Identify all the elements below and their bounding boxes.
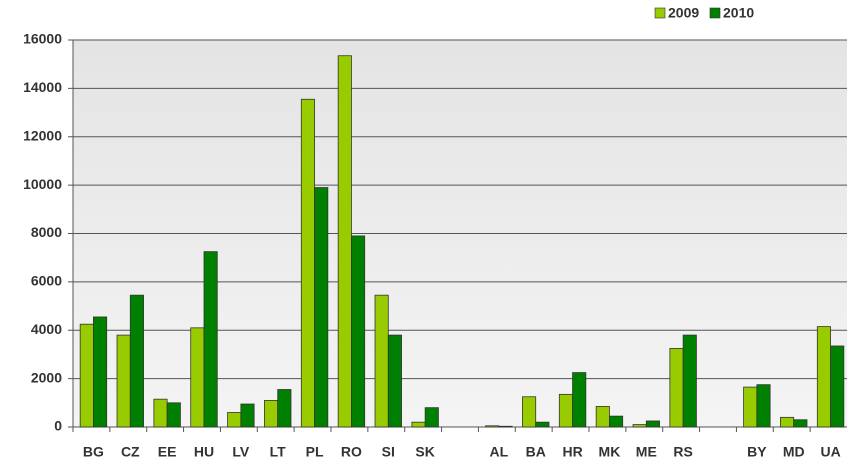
bar [314, 187, 329, 428]
x-tick-label: RO [341, 444, 362, 460]
bar [780, 416, 795, 428]
bar [424, 407, 439, 428]
bar [351, 235, 366, 428]
bar [190, 327, 205, 428]
x-tick-label: LT [270, 444, 287, 460]
bar [93, 316, 108, 428]
x-tick-label: BG [83, 444, 104, 460]
bar [240, 403, 255, 428]
x-tick-label: AL [490, 444, 509, 460]
bar [632, 424, 647, 428]
bar [756, 384, 771, 428]
x-tick-label: LV [232, 444, 250, 460]
y-tick-label: 6000 [31, 273, 62, 289]
bar [166, 402, 181, 428]
bar [300, 98, 315, 428]
bar [830, 345, 845, 428]
x-tick-label: BY [747, 444, 767, 460]
bar [79, 323, 94, 428]
x-tick-label: MK [599, 444, 621, 460]
y-tick-label: 4000 [31, 321, 62, 337]
y-tick-label: 10000 [23, 176, 62, 192]
bar [264, 399, 279, 428]
bar [669, 347, 684, 428]
bar [595, 406, 610, 428]
x-tick-label: EE [158, 444, 177, 460]
bar [203, 251, 218, 428]
bar [572, 372, 587, 428]
legend-label: 2010 [723, 5, 754, 21]
bar [535, 421, 550, 428]
bar [816, 326, 831, 428]
bar [129, 294, 144, 428]
x-tick-label: PL [306, 444, 324, 460]
legend-label: 2009 [668, 5, 699, 21]
y-tick-label: 14000 [23, 79, 62, 95]
x-tick-label: MD [783, 444, 805, 460]
bar [374, 294, 389, 428]
bar [558, 393, 573, 428]
bar [227, 412, 242, 428]
x-tick-label: ME [636, 444, 657, 460]
x-tick-label: SK [415, 444, 434, 460]
bar [116, 334, 131, 428]
bar [387, 334, 402, 428]
bar [337, 55, 352, 428]
y-tick-label: 12000 [23, 127, 62, 143]
bar [153, 398, 168, 428]
bar [522, 396, 537, 428]
bar [682, 334, 697, 428]
bar [411, 421, 426, 428]
bar [485, 425, 500, 428]
bar [498, 425, 513, 428]
legend-swatch [709, 7, 721, 19]
x-tick-label: RS [673, 444, 692, 460]
bar [645, 420, 660, 428]
bar [793, 419, 808, 428]
x-tick-label: BA [526, 444, 546, 460]
bar [277, 389, 292, 428]
x-tick-label: HU [194, 444, 214, 460]
x-tick-label: CZ [121, 444, 140, 460]
x-tick-label: HR [562, 444, 582, 460]
y-tick-label: 16000 [23, 31, 62, 47]
x-tick-label: UA [820, 444, 840, 460]
bar [743, 386, 758, 428]
x-tick-label: SI [382, 444, 395, 460]
y-tick-label: 8000 [31, 224, 62, 240]
y-tick-label: 2000 [31, 369, 62, 385]
legend-swatch [654, 7, 666, 19]
bar [609, 415, 624, 428]
y-tick-label: 0 [54, 418, 62, 434]
